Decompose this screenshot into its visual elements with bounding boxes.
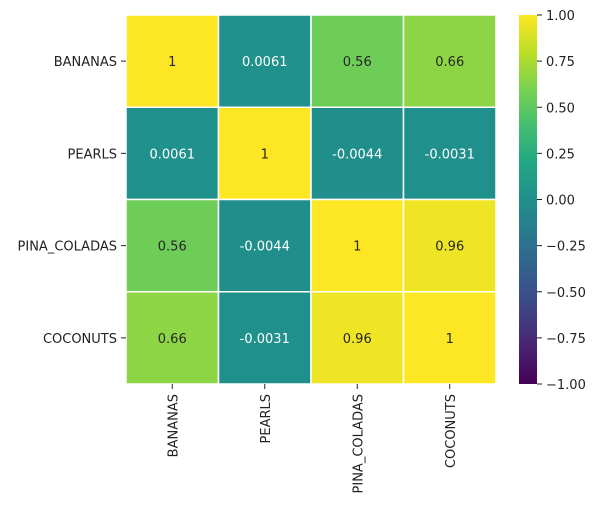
heatmap-cell bbox=[402, 106, 497, 201]
colorbar-gradient bbox=[519, 15, 537, 384]
cell-value-label: 0.56 bbox=[158, 240, 187, 255]
colorbar-tick-label: 0.50 bbox=[546, 101, 575, 116]
y-tick-label: PINA_COLADAS bbox=[18, 240, 117, 255]
y-tick-label: COCONUTS bbox=[43, 332, 117, 347]
colorbar-tick-label: −1.00 bbox=[546, 378, 586, 393]
colorbar-tick-label: −0.75 bbox=[546, 332, 586, 347]
cell-value-label: 0.66 bbox=[435, 55, 464, 70]
colorbar-tick-label: 0.75 bbox=[546, 55, 575, 70]
y-tick-labels: BANANAS PEARLS PINA_COLADAS COCONUTS bbox=[18, 55, 126, 347]
heatmap-cell bbox=[217, 198, 312, 293]
y-tick-label: BANANAS bbox=[54, 55, 117, 70]
heatmap-cell bbox=[310, 14, 405, 108]
colorbar: 1.00 0.75 0.50 0.25 0.00 −0.25 −0.50 −0.75 −1.00 bbox=[519, 9, 586, 393]
cell-value-label: 1 bbox=[446, 332, 454, 347]
x-tick-label: BANANAS bbox=[166, 394, 181, 457]
cell-value-label: 0.0061 bbox=[242, 55, 288, 70]
x-tick-label: COCONUTS bbox=[444, 394, 459, 468]
colorbar-tick-label: −0.25 bbox=[546, 240, 586, 255]
cell-value-label: -0.0044 bbox=[240, 240, 290, 255]
cell-value-label: 1 bbox=[261, 147, 269, 162]
heatmap-cell bbox=[217, 291, 312, 385]
colorbar-tick-label: 0.00 bbox=[546, 194, 575, 209]
colorbar-tick-label: 1.00 bbox=[546, 9, 575, 24]
heatmap-cell bbox=[125, 14, 220, 108]
heatmap-cell bbox=[402, 198, 497, 293]
x-tick-label: PEARLS bbox=[259, 394, 274, 443]
cell-value-label: 0.66 bbox=[158, 332, 187, 347]
x-tick-label: PINA_COLADAS bbox=[351, 394, 366, 493]
heatmap-cell bbox=[217, 14, 312, 108]
colorbar-tick-label: −0.50 bbox=[546, 286, 586, 301]
x-tick-labels: BANANAS PEARLS PINA_COLADAS COCONUTS bbox=[166, 384, 459, 493]
cell-value-label: 0.56 bbox=[343, 55, 372, 70]
y-tick-label: PEARLS bbox=[68, 147, 117, 162]
heatmap-cell bbox=[217, 106, 312, 201]
heatmap-cell bbox=[402, 14, 497, 108]
cell-value-label: -0.0044 bbox=[332, 147, 382, 162]
cell-value-label: 1 bbox=[353, 240, 361, 255]
colorbar-tick-label: 0.25 bbox=[546, 147, 575, 162]
cell-value-label: -0.0031 bbox=[425, 147, 475, 162]
cell-value-label: 1 bbox=[168, 55, 176, 70]
cell-value-label: 0.0061 bbox=[150, 147, 196, 162]
heatmap-cells: 1 0.0061 0.56 0.66 0.0061 1 -0.0044 -0.0031 0.56… bbox=[125, 14, 497, 385]
cell-value-label: -0.0031 bbox=[240, 332, 290, 347]
heatmap-cell bbox=[402, 291, 497, 385]
cell-value-label: 0.96 bbox=[343, 332, 372, 347]
cell-value-label: 0.96 bbox=[435, 240, 464, 255]
